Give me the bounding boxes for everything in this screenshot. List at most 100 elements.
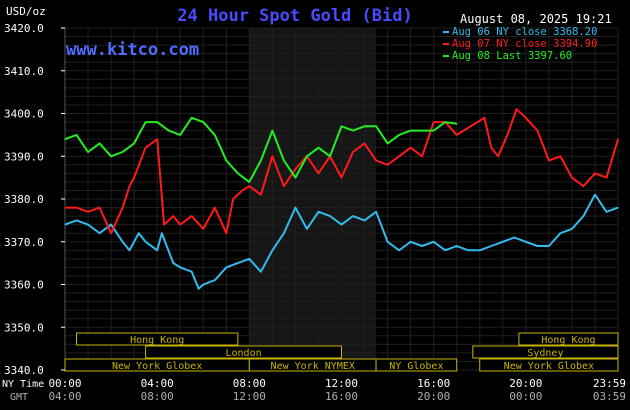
y-tick-label: 3370.0 — [4, 236, 44, 249]
session-bar — [76, 332, 239, 346]
data-point — [594, 194, 596, 196]
data-point — [306, 155, 308, 157]
data-point — [271, 155, 273, 157]
data-point — [145, 147, 147, 149]
session-label: Sydney — [527, 348, 563, 359]
data-point — [161, 232, 163, 234]
data-point — [283, 185, 285, 187]
session-label: New York Globex — [504, 361, 594, 372]
data-point — [525, 117, 527, 119]
series-lines — [64, 108, 619, 290]
data-point — [64, 206, 66, 209]
data-point — [110, 232, 112, 234]
data-point — [248, 258, 250, 260]
data-point — [294, 206, 297, 209]
brand-label: www.kitco.com — [66, 40, 199, 60]
session-label: New York NYMEX — [271, 361, 355, 372]
data-point — [110, 155, 112, 157]
data-point — [363, 125, 366, 127]
data-point — [202, 283, 204, 286]
data-point — [191, 117, 193, 119]
unit-label: USD/oz — [6, 5, 46, 18]
data-point — [179, 224, 181, 226]
legend-entry: Aug 08 Last 3397.60 — [452, 50, 572, 62]
data-point — [559, 155, 561, 157]
data-point — [398, 155, 400, 157]
data-point — [340, 125, 343, 127]
data-point — [122, 206, 124, 209]
data-point — [232, 198, 234, 200]
data-point — [198, 288, 200, 290]
x-tick-label-ny: 16:00 — [417, 377, 450, 390]
data-point — [444, 121, 446, 123]
data-point — [87, 224, 89, 226]
data-point — [329, 155, 331, 157]
legend-entry: Aug 06 NY close 3368.20 — [452, 26, 597, 38]
data-point — [421, 245, 423, 247]
data-point — [456, 245, 458, 247]
data-point — [467, 249, 469, 251]
data-point — [433, 121, 435, 123]
series-line-aug-07 — [65, 108, 619, 235]
data-point — [605, 211, 608, 213]
y-tick-label: 3340.0 — [4, 364, 44, 377]
session-bar — [472, 345, 619, 359]
data-point — [421, 155, 423, 157]
data-point — [375, 125, 377, 127]
data-point — [317, 147, 320, 149]
data-point — [214, 279, 216, 281]
data-point — [75, 219, 78, 221]
data-point — [352, 215, 354, 217]
data-point — [398, 249, 400, 251]
legend-entry: Aug 07 NY close 3394.90 — [452, 38, 597, 50]
y-tick-label: 3410.0 — [4, 65, 44, 78]
data-point — [225, 232, 227, 234]
data-point — [548, 159, 550, 162]
data-point — [138, 232, 140, 234]
data-point — [433, 130, 435, 132]
data-point — [75, 206, 78, 209]
data-point — [617, 138, 619, 140]
data-point — [128, 249, 131, 251]
x-tick-label-ny: 04:00 — [141, 377, 174, 390]
data-point — [410, 130, 412, 132]
data-point — [225, 159, 227, 162]
data-point — [156, 249, 158, 251]
data-point — [571, 177, 573, 179]
data-point — [214, 206, 216, 209]
data-point — [145, 121, 147, 123]
data-point — [594, 172, 596, 174]
data-point — [248, 185, 250, 187]
data-point — [133, 177, 135, 179]
data-point — [172, 262, 174, 264]
data-point — [516, 108, 518, 110]
data-point — [340, 177, 343, 179]
data-point — [456, 134, 458, 136]
session-bar — [375, 358, 458, 372]
data-point — [87, 211, 89, 213]
data-point — [340, 224, 343, 226]
data-point — [582, 215, 585, 217]
data-point — [386, 164, 389, 166]
data-point — [214, 134, 216, 136]
data-point — [352, 151, 354, 153]
data-point — [98, 142, 101, 145]
data-point — [375, 211, 377, 213]
data-point — [352, 130, 354, 132]
data-point — [163, 224, 165, 226]
series-line-aug-06 — [64, 193, 619, 290]
session-label: Hong Kong — [541, 335, 595, 346]
data-point — [329, 215, 331, 217]
data-point — [479, 249, 481, 251]
data-point — [582, 185, 585, 187]
timestamp: August 08, 2025 19:21 — [460, 12, 612, 26]
data-point — [260, 271, 262, 273]
x-tick-label-ny: 12:00 — [325, 377, 358, 390]
data-point — [525, 241, 527, 243]
data-point — [559, 232, 561, 234]
data-point — [571, 228, 573, 230]
data-point — [375, 159, 377, 162]
legend-swatch — [443, 31, 449, 33]
